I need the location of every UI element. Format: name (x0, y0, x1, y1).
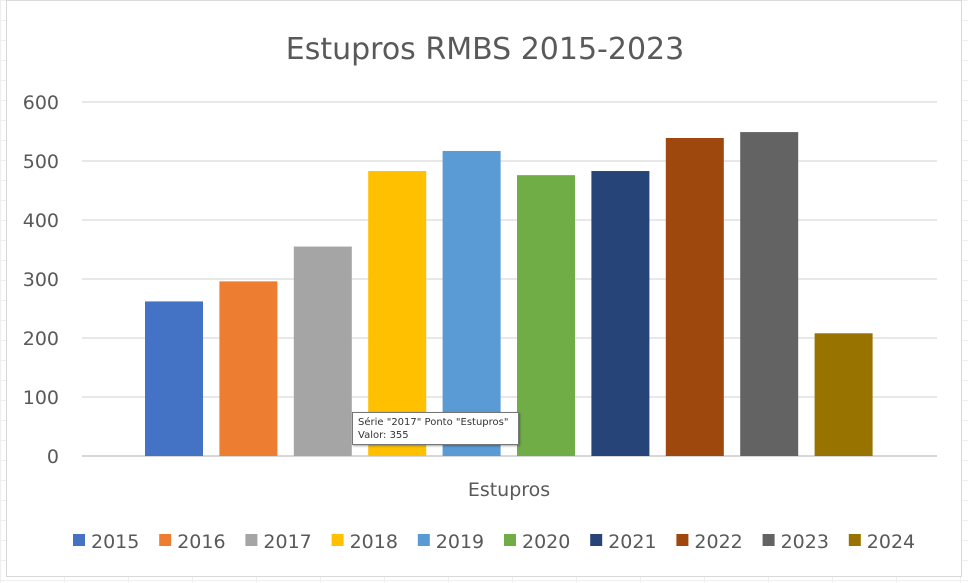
bar-2022[interactable] (665, 137, 724, 457)
legend-swatch-2017 (245, 534, 258, 546)
legend-swatch-2015 (73, 534, 85, 546)
legend-swatch-2019 (417, 534, 430, 546)
y-tick-label-400: 400 (23, 210, 59, 232)
legend-label-2022: 2022 (694, 531, 742, 553)
y-tick-label-100: 100 (23, 387, 59, 409)
y-tick-label-0: 0 (47, 446, 59, 468)
bar-2020[interactable] (517, 175, 575, 456)
legend-label-2023: 2023 (781, 531, 829, 553)
bar-2023[interactable] (740, 132, 799, 456)
bar-2015[interactable] (145, 301, 203, 456)
y-tick-label-300: 300 (23, 269, 59, 291)
legend-label-2016: 2016 (177, 531, 225, 553)
legend-swatch-2021 (590, 534, 603, 546)
x-axis-category-label: Estupros (468, 479, 550, 501)
y-tick-label-500: 500 (23, 151, 59, 173)
legend-swatch-2020 (504, 534, 516, 546)
bar-2016[interactable] (219, 281, 278, 456)
y-tick-label-200: 200 (23, 328, 59, 350)
bar-2019[interactable] (442, 150, 501, 456)
legend-label-2017: 2017 (263, 531, 311, 553)
chart-area[interactable]: Estupros RMBS 2015-2023 0 100 200 300 400 500 6… (6, 0, 962, 577)
legend-label-2019: 2019 (436, 531, 484, 553)
legend-label-2024: 2024 (867, 531, 915, 553)
tooltip-series-point: Série "2017" Ponto "Estupros" (358, 417, 509, 428)
y-tick-label-600: 600 (23, 92, 59, 114)
legend-swatch-2023 (762, 534, 775, 546)
legend-swatch-2022 (676, 534, 689, 546)
legend-swatch-2016 (159, 534, 172, 546)
bar-2024[interactable] (814, 333, 873, 456)
tooltip-value: Valor: 355 (358, 430, 409, 441)
bar-2018[interactable] (368, 171, 427, 456)
bar-2021[interactable] (591, 171, 650, 456)
legend-label-2021: 2021 (608, 531, 656, 553)
legend-label-2015: 2015 (91, 531, 139, 553)
bar-2017[interactable] (293, 246, 352, 456)
legend-swatch-2018 (331, 534, 344, 546)
legend-swatch-2024 (848, 534, 861, 546)
legend-label-2020: 2020 (522, 531, 570, 553)
bar-chart[interactable]: Estupros RMBS 2015-2023 0 100 200 300 400 500 6… (7, 1, 963, 578)
data-point-tooltip: Série "2017" Ponto "Estupros" Valor: 355 (352, 412, 519, 445)
legend-label-2018: 2018 (350, 531, 398, 553)
chart-title: Estupros RMBS 2015-2023 (286, 32, 684, 67)
